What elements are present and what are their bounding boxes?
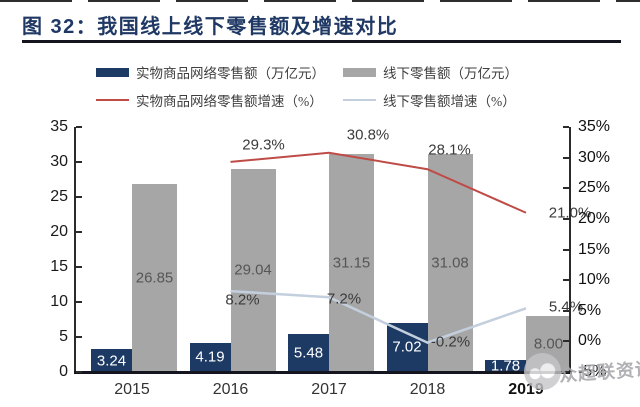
bar-label-online-2019: 1.78 (490, 357, 521, 375)
y-axis-tick-right (563, 340, 569, 343)
bar-offline-2015 (132, 184, 177, 372)
title-underline (22, 40, 621, 43)
x-axis-label-2015: 2015 (114, 381, 150, 398)
bar-label-offline-2017: 31.15 (332, 254, 371, 272)
growth-line-online-label-2016: 29.3% (242, 136, 285, 154)
y-axis-label-right-35: 35% (578, 118, 611, 135)
legend-item-online-growth: 实物商品网络零售额增速（%） (96, 92, 323, 109)
y-axis-tick-left (76, 301, 82, 303)
y-axis-label-left-35: 35 (50, 118, 68, 135)
bar-online-2015 (91, 349, 132, 372)
y-axis-tick-right (563, 126, 569, 128)
y-axis-label-left-20: 20 (50, 223, 68, 240)
y-axis-label-left-15: 15 (50, 258, 68, 275)
y-axis-tick-left (76, 336, 82, 338)
legend-label-online-growth: 实物商品网络零售额增速（%） (136, 94, 323, 109)
y-axis-label-left-25: 25 (50, 188, 68, 205)
y-axis-label-left-30: 30 (50, 153, 68, 170)
legend-item-offline-growth: 线下零售额增速（%） (343, 92, 516, 109)
y-axis-tick-right (563, 217, 569, 220)
bar-offline-2017 (329, 153, 374, 372)
x-axis-line (74, 371, 572, 374)
growth-line-online-label-2018: 28.1% (428, 141, 471, 159)
y-axis-tick-right (563, 156, 569, 159)
y-axis-label-left-0: 0 (59, 363, 68, 380)
y-axis-label-right-30: 30% (578, 148, 611, 166)
bar-label-online-2016: 4.19 (195, 348, 225, 366)
y-axis-label-right-5: 5% (578, 301, 602, 319)
bar-label-online-2015: 3.24 (96, 352, 127, 370)
bar-online-2016 (189, 342, 231, 372)
watermark-text: 众超联资讯 (558, 358, 640, 386)
y-axis-tick-right (563, 279, 569, 282)
y-axis-right-line (569, 127, 571, 374)
bar-label-offline-2018: 31.08 (431, 254, 469, 272)
y-axis-tick-right (563, 371, 569, 373)
y-axis-label-right-0: 0% (578, 332, 602, 350)
bar-label-offline-2019: 8.00 (533, 335, 564, 353)
growth-line-online (230, 151, 527, 214)
bar-label-offline-2016: 29.04 (234, 261, 272, 279)
x-axis-label-2017: 2017 (311, 381, 347, 398)
publisher-logo-icon (524, 353, 561, 390)
y-axis-label-right-25: 25% (578, 179, 611, 197)
bar-online-2018 (386, 322, 428, 372)
y-axis-label-right-10: 10% (578, 271, 611, 289)
y-axis-label-right-20: 20% (578, 209, 611, 227)
legend-swatch-offline-growth-icon (343, 98, 376, 102)
growth-line-offline (230, 289, 527, 344)
legend-label-online-retail: 实物商品网络零售额（万亿元） (136, 66, 325, 81)
y-axis-tick-left (76, 161, 82, 163)
legend-label-offline-growth: 线下零售额增速（%） (383, 94, 516, 109)
legend-label-offline-retail: 线下零售额（万亿元） (383, 66, 518, 81)
chart-title: 图 32：我国线上线下零售额及增速对比 (22, 16, 399, 38)
y-axis-label-right--5: -5% (578, 363, 607, 380)
growth-line-online-label-2017: 30.8% (346, 126, 390, 144)
y-axis-tick-right (563, 309, 569, 312)
growth-line-offline-label-2019: 5.4% (548, 298, 584, 316)
growth-line-offline-label-2016: 8.2% (225, 291, 260, 309)
y-axis-left-line (74, 127, 76, 374)
y-axis-tick-right (563, 187, 569, 190)
y-axis-tick-left (76, 371, 82, 373)
bar-online-2017 (288, 333, 329, 372)
bar-label-online-2018: 7.02 (392, 338, 422, 356)
x-axis-label-2016: 2016 (212, 381, 249, 398)
y-axis-tick-left (76, 231, 82, 233)
y-axis-label-right-15: 15% (578, 240, 611, 258)
bar-offline-2016 (230, 168, 276, 372)
growth-line-offline-label-2017: 7.2% (326, 290, 362, 308)
legend-item-offline-retail: 线下零售额（万亿元） (343, 64, 518, 81)
y-axis-tick-left (76, 196, 82, 198)
legend-swatch-online-retail-icon (96, 67, 129, 77)
growth-line-offline-label-2018: -0.2% (430, 333, 471, 351)
legend-swatch-offline-retail-icon (343, 67, 376, 77)
y-axis-label-left-5: 5 (59, 328, 68, 345)
y-axis-tick-right (563, 248, 569, 251)
top-crop-remnant-line (0, 0, 640, 2)
bar-online-2019 (485, 359, 526, 372)
legend-swatch-online-growth-icon (96, 98, 129, 102)
bar-label-offline-2015: 26.85 (135, 269, 174, 287)
y-axis-label-left-10: 10 (50, 293, 68, 310)
bar-label-online-2017: 5.48 (293, 344, 324, 362)
y-axis-tick-left (76, 266, 82, 268)
legend-item-online-retail: 实物商品网络零售额（万亿元） (96, 64, 325, 81)
y-axis-tick-left (76, 126, 82, 128)
x-axis-label-2018: 2018 (409, 381, 446, 398)
